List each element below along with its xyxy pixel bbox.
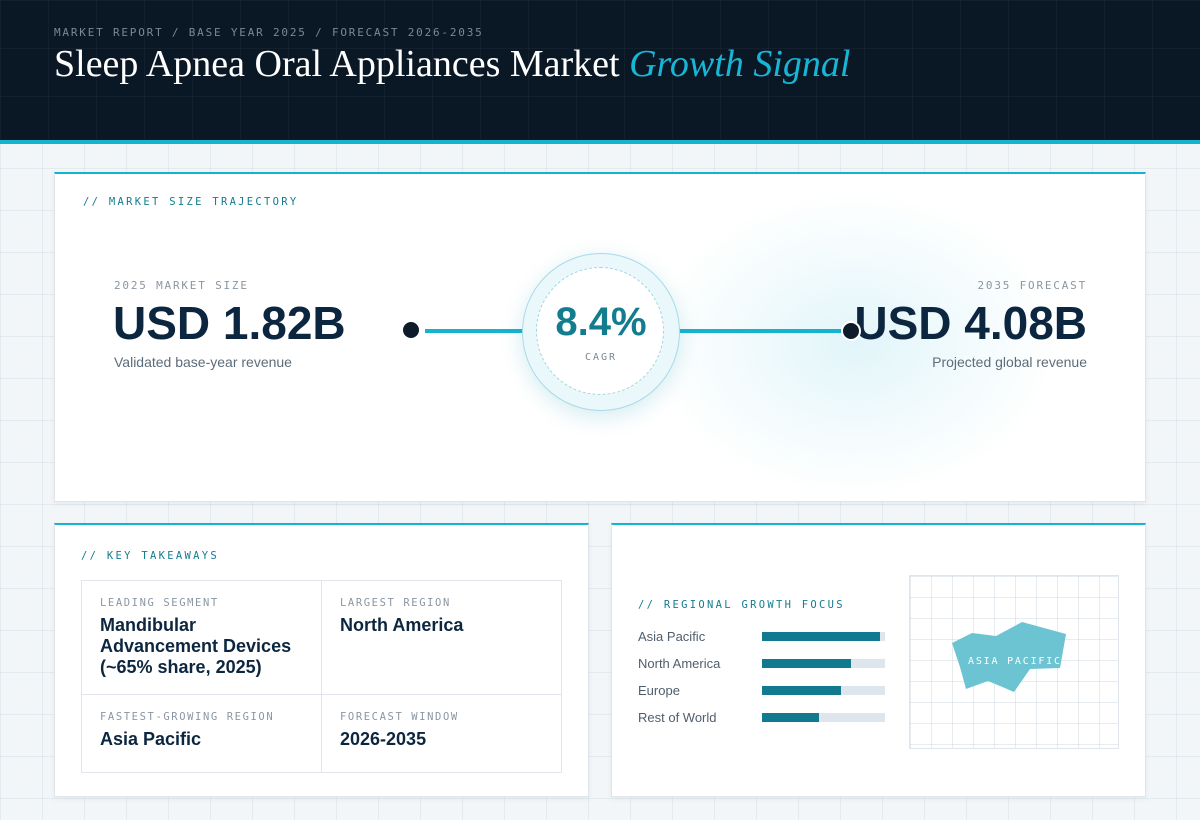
region-bar-track: [762, 659, 885, 668]
region-row: North America: [638, 656, 888, 683]
region-list: Asia Pacific North America Europe Rest o…: [638, 629, 888, 737]
page-title: Sleep Apnea Oral Appliances Market Growt…: [54, 42, 850, 86]
region-bar-fill: [762, 686, 841, 695]
report-eyebrow: MARKET REPORT / BASE YEAR 2025 / FORECAS…: [54, 26, 484, 39]
takeaway-label: FORECAST WINDOW: [340, 711, 459, 723]
background-glow: [655, 194, 1055, 494]
takeaway-value: Mandibular Advancement Devices (~65% sha…: [100, 615, 292, 677]
trajectory-end-dot: [841, 321, 861, 341]
takeaway-forecast-window: FORECAST WINDOW 2026-2035: [322, 695, 561, 772]
asia-pacific-map-icon: [952, 622, 1066, 692]
takeaway-value: 2026-2035: [340, 729, 427, 749]
cagr-label: CAGR: [584, 352, 618, 363]
takeaways-grid: LEADING SEGMENT Mandibular Advancement D…: [81, 580, 562, 773]
start-caption: 2025 MARKET SIZE: [114, 279, 249, 292]
page-header: MARKET REPORT / BASE YEAR 2025 / FORECAS…: [0, 0, 1200, 144]
section-label-takeaways: // KEY TAKEAWAYS: [81, 550, 219, 562]
start-description: Validated base-year revenue: [114, 354, 292, 370]
end-description: Projected global revenue: [932, 354, 1087, 370]
region-row: Rest of World: [638, 710, 888, 737]
takeaway-fastest-region: FASTEST-GROWING REGION Asia Pacific: [82, 695, 322, 772]
region-map: ASIA PACIFIC: [909, 575, 1119, 749]
end-caption: 2035 FORECAST: [977, 279, 1087, 292]
region-name: North America: [638, 656, 721, 671]
section-label-regional: // REGIONAL GROWTH FOCUS: [638, 599, 845, 611]
takeaway-value: North America: [340, 615, 464, 635]
market-size-card: // MARKET SIZE TRAJECTORY 2025 MARKET SI…: [54, 172, 1146, 502]
region-name: Europe: [638, 683, 680, 698]
region-bar-fill: [762, 659, 851, 668]
takeaway-leading-segment: LEADING SEGMENT Mandibular Advancement D…: [82, 581, 322, 695]
takeaway-value: Asia Pacific: [100, 729, 202, 749]
cagr-value: 8.4%: [555, 300, 647, 344]
section-label-trajectory: // MARKET SIZE TRAJECTORY: [83, 196, 299, 208]
region-bar-track: [762, 686, 885, 695]
asia-pacific-shape: [952, 622, 1066, 692]
takeaway-label: LARGEST REGION: [340, 597, 451, 609]
title-main: Sleep Apnea Oral Appliances Market: [54, 43, 620, 85]
key-takeaways-card: // KEY TAKEAWAYS LEADING SEGMENT Mandibu…: [54, 523, 589, 797]
regional-growth-card: // REGIONAL GROWTH FOCUS Asia Pacific No…: [611, 523, 1146, 797]
region-name: Rest of World: [638, 710, 717, 725]
map-label: ASIA PACIFIC: [968, 656, 1062, 667]
takeaway-largest-region: LARGEST REGION North America: [322, 581, 561, 695]
region-bar-fill: [762, 632, 881, 641]
cagr-inner-ring: 8.4% CAGR: [536, 267, 664, 395]
start-value: USD 1.82B: [113, 297, 346, 349]
title-accent: Growth Signal: [629, 43, 851, 85]
region-row: Asia Pacific: [638, 629, 888, 656]
region-bar-fill: [762, 713, 819, 722]
trajectory-start-dot: [403, 322, 419, 338]
takeaway-label: LEADING SEGMENT: [100, 597, 219, 609]
end-value: USD 4.08B: [854, 297, 1087, 349]
cagr-badge: 8.4% CAGR: [522, 253, 680, 411]
takeaway-label: FASTEST-GROWING REGION: [100, 711, 275, 723]
region-bar-track: [762, 632, 885, 641]
region-bar-track: [762, 713, 885, 722]
region-name: Asia Pacific: [638, 629, 706, 644]
region-row: Europe: [638, 683, 888, 710]
